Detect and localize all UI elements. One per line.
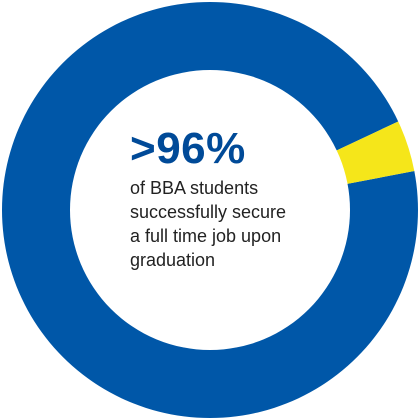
caption-line-4: graduation <box>130 250 216 270</box>
caption-line-3: a full time job upon <box>130 226 282 246</box>
caption-line-1: of BBA students <box>130 178 259 198</box>
headline-percentage: >96% <box>130 124 246 173</box>
donut-center <box>70 70 350 350</box>
caption: of BBA students successfully secure a fu… <box>130 176 305 272</box>
center-callout: >96% of BBA students successfully secure… <box>130 126 305 272</box>
caption-line-2: successfully secure <box>130 202 287 222</box>
